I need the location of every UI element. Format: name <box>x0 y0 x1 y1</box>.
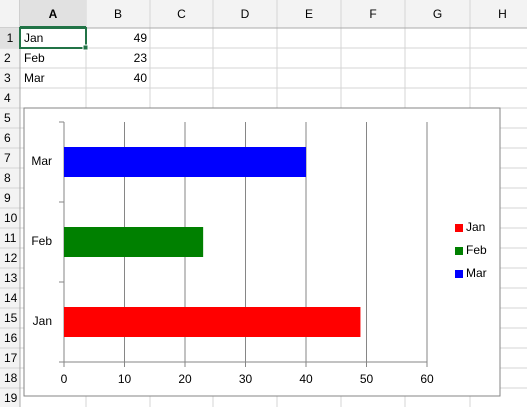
y-tick-label: Jan <box>33 314 52 328</box>
header-bg <box>0 0 527 28</box>
x-tick-label: 20 <box>178 372 192 386</box>
column-header[interactable]: D <box>241 7 250 21</box>
legend-label[interactable]: Mar <box>466 266 487 280</box>
active-cell <box>19 27 87 49</box>
x-tick-label: 40 <box>299 372 313 386</box>
row-header[interactable]: 10 <box>4 211 18 225</box>
legend-swatch <box>455 224 463 232</box>
legend-swatch <box>455 270 463 278</box>
cell-text[interactable]: 40 <box>134 71 148 85</box>
row-header[interactable]: 13 <box>4 271 18 285</box>
row-header[interactable]: 5 <box>4 111 11 125</box>
x-tick-label: 10 <box>118 372 132 386</box>
row-header[interactable]: 17 <box>4 351 18 365</box>
column-header[interactable]: C <box>177 7 186 21</box>
row-header[interactable]: 14 <box>4 291 18 305</box>
legend-label[interactable]: Feb <box>466 243 487 257</box>
column-header[interactable]: F <box>369 7 376 21</box>
cell-text[interactable]: 23 <box>134 51 148 65</box>
bar[interactable] <box>64 227 204 257</box>
row-header[interactable]: 9 <box>4 191 11 205</box>
row-header[interactable]: 6 <box>4 131 11 145</box>
bar[interactable] <box>64 147 306 177</box>
row-header[interactable]: 18 <box>4 371 18 385</box>
x-tick-label: 0 <box>61 372 68 386</box>
row-header[interactable]: 4 <box>4 91 11 105</box>
row-header[interactable]: 12 <box>4 251 18 265</box>
column-header[interactable]: H <box>498 7 507 21</box>
column-header[interactable]: A <box>49 7 58 21</box>
legend-label[interactable]: Jan <box>466 220 485 234</box>
row-header[interactable]: 15 <box>4 311 18 325</box>
selected-col-header <box>20 0 86 28</box>
x-tick-label: 30 <box>239 372 253 386</box>
column-header[interactable]: E <box>305 7 313 21</box>
legend-swatch <box>455 247 463 255</box>
row-header[interactable]: 8 <box>4 171 11 185</box>
row-header[interactable]: 2 <box>4 51 11 65</box>
cell-text[interactable]: Mar <box>24 71 45 85</box>
fill-handle <box>82 44 89 51</box>
y-tick-label: Feb <box>31 234 52 248</box>
y-tick-label: Mar <box>31 154 52 168</box>
row-header[interactable]: 7 <box>4 151 11 165</box>
row-header[interactable]: 16 <box>4 331 18 345</box>
row-header[interactable]: 3 <box>4 71 11 85</box>
x-tick-label: 50 <box>360 372 374 386</box>
selected-row-header <box>0 28 20 48</box>
row-header-bg <box>0 0 20 407</box>
cell-text[interactable]: Jan <box>24 31 43 45</box>
bar[interactable] <box>64 307 361 337</box>
cell-text[interactable]: 49 <box>134 31 148 45</box>
column-header[interactable]: G <box>433 7 442 21</box>
row-header[interactable]: 11 <box>4 231 17 245</box>
row-header[interactable]: 1 <box>7 31 14 45</box>
x-tick-label: 60 <box>420 372 434 386</box>
row-header[interactable]: 19 <box>4 391 18 405</box>
cell-text[interactable]: Feb <box>24 51 45 65</box>
column-header[interactable]: B <box>114 7 122 21</box>
